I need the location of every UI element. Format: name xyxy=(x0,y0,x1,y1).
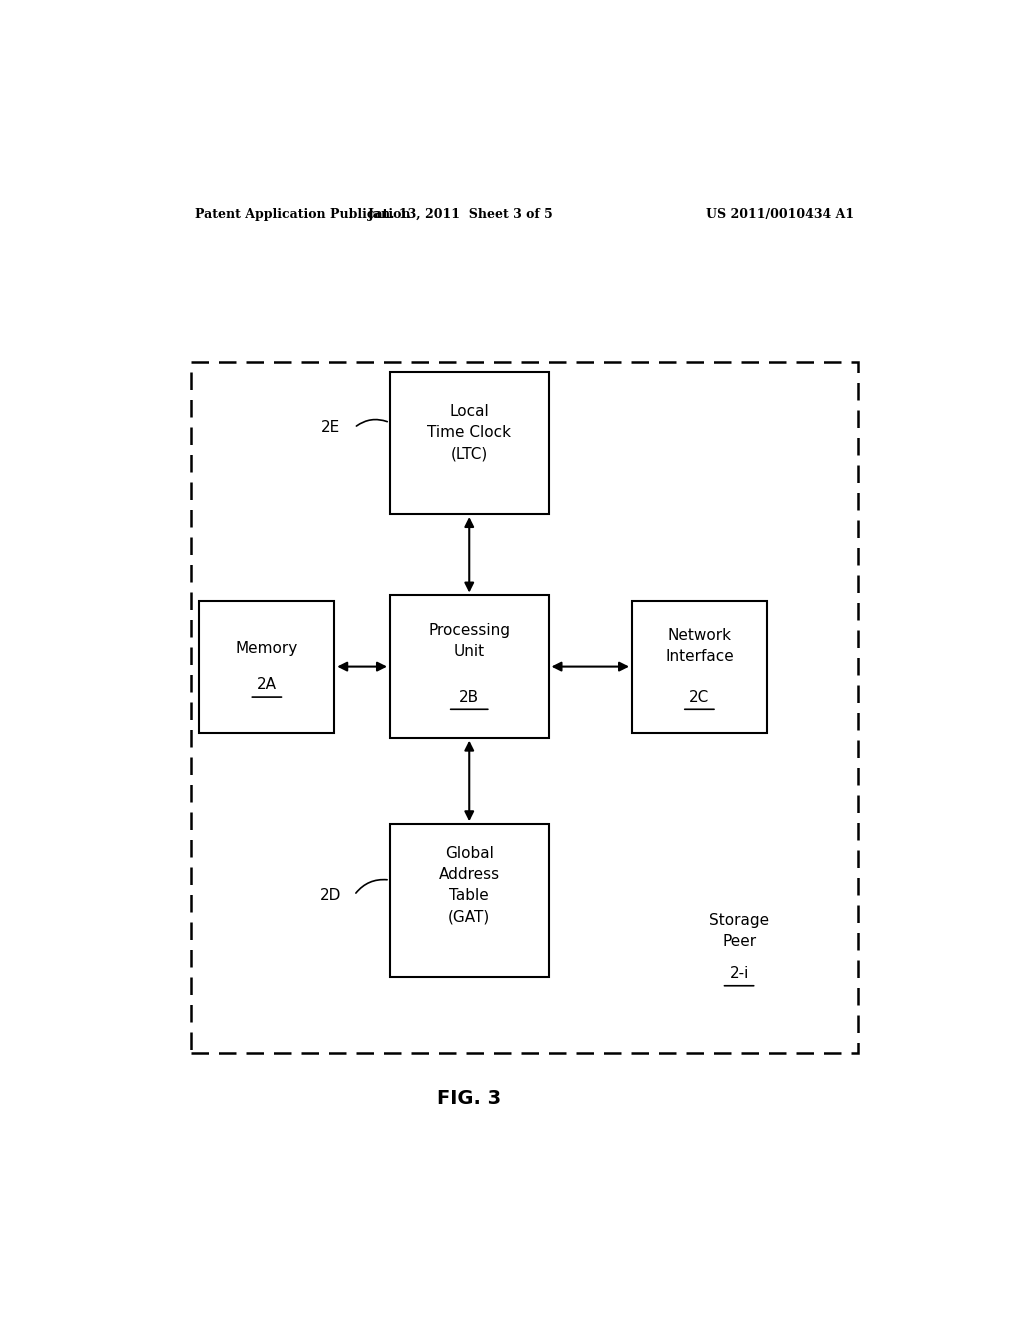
Bar xyxy=(390,372,549,515)
Text: 2A: 2A xyxy=(257,677,276,693)
Text: Patent Application Publication: Patent Application Publication xyxy=(196,207,411,220)
Text: Global
Address
Table
(GAT): Global Address Table (GAT) xyxy=(438,846,500,924)
Text: Processing
Unit: Processing Unit xyxy=(428,623,510,659)
Text: Memory: Memory xyxy=(236,640,298,656)
Text: 2D: 2D xyxy=(319,888,341,903)
Bar xyxy=(200,601,334,733)
Text: Local
Time Clock
(LTC): Local Time Clock (LTC) xyxy=(427,404,511,461)
Text: Network
Interface: Network Interface xyxy=(665,628,734,664)
Bar xyxy=(390,595,549,738)
Text: Storage
Peer: Storage Peer xyxy=(709,913,769,949)
Text: 2B: 2B xyxy=(459,689,479,705)
Bar xyxy=(390,824,549,977)
Text: 2E: 2E xyxy=(321,420,340,436)
Text: US 2011/0010434 A1: US 2011/0010434 A1 xyxy=(706,207,854,220)
Text: 2-i: 2-i xyxy=(729,966,749,981)
Text: Jan. 13, 2011  Sheet 3 of 5: Jan. 13, 2011 Sheet 3 of 5 xyxy=(369,207,554,220)
Bar xyxy=(191,362,858,1053)
Text: 2C: 2C xyxy=(689,689,710,705)
Text: FIG. 3: FIG. 3 xyxy=(437,1089,502,1107)
Bar xyxy=(632,601,767,733)
